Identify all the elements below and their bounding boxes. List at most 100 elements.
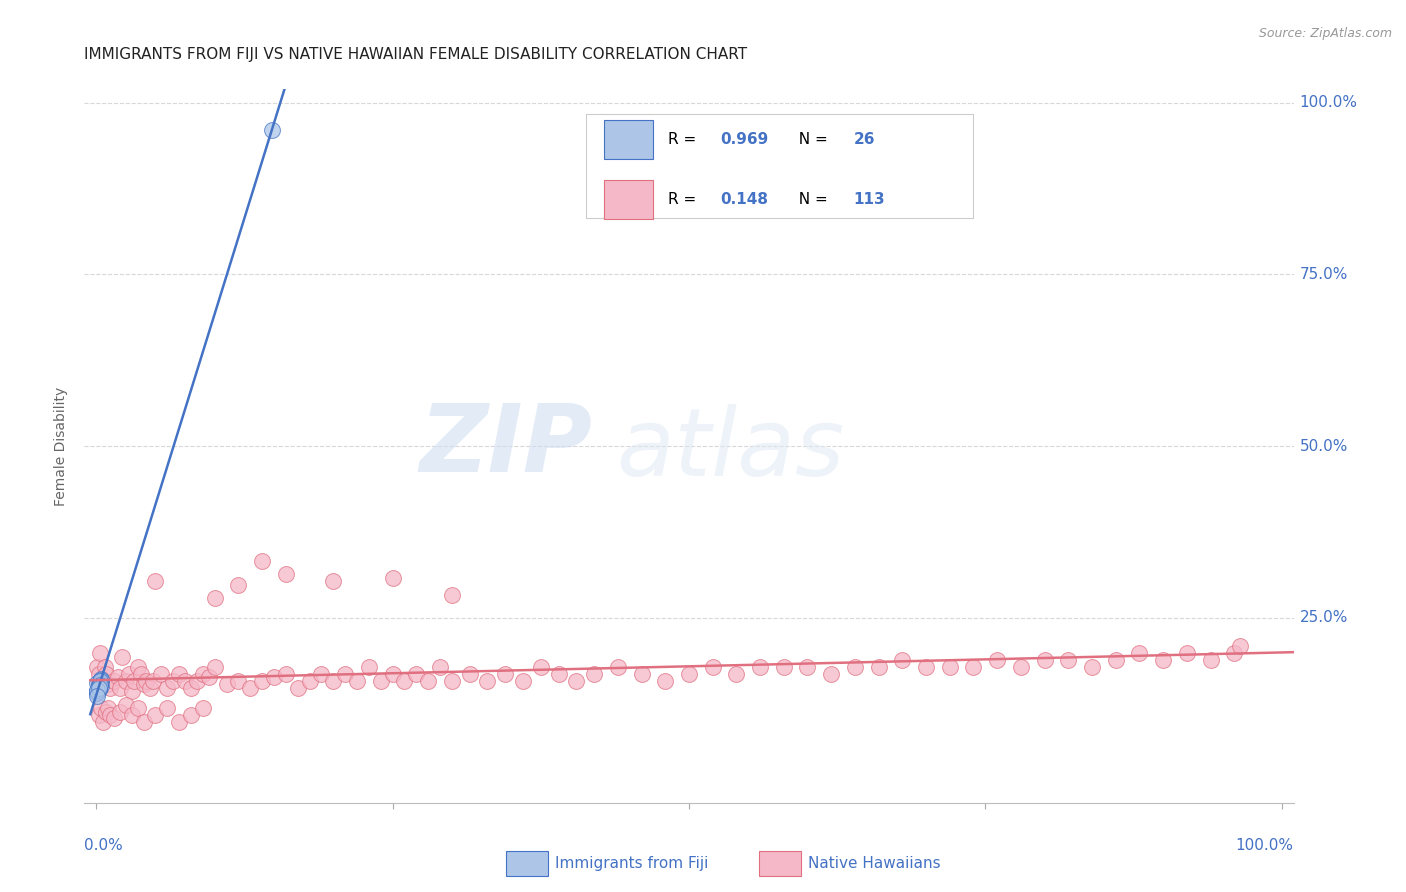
Point — [429, 660, 451, 674]
Point — [678, 666, 700, 681]
Text: N =: N = — [789, 193, 832, 207]
Text: R =: R = — [668, 193, 702, 207]
Point — [89, 676, 111, 690]
Bar — [586, 114, 973, 218]
Text: IMMIGRANTS FROM FIJI VS NATIVE HAWAIIAN FEMALE DISABILITY CORRELATION CHART: IMMIGRANTS FROM FIJI VS NATIVE HAWAIIAN … — [84, 47, 748, 62]
Point — [357, 660, 380, 674]
Point — [156, 681, 179, 695]
Point — [86, 684, 108, 698]
Text: 0.0%: 0.0% — [84, 838, 124, 854]
Point — [150, 666, 173, 681]
Text: Source: ZipAtlas.com: Source: ZipAtlas.com — [1258, 27, 1392, 40]
Point — [962, 660, 984, 674]
Point — [530, 660, 553, 674]
Point — [274, 666, 297, 681]
Point — [90, 672, 112, 686]
Point — [204, 591, 226, 606]
Point — [122, 673, 145, 688]
Point — [89, 675, 111, 690]
Point — [1033, 653, 1056, 667]
Text: 50.0%: 50.0% — [1299, 439, 1348, 453]
Text: N =: N = — [789, 132, 832, 146]
Point — [986, 653, 1008, 667]
Point — [322, 574, 344, 589]
Point — [138, 681, 160, 695]
Point — [458, 666, 481, 681]
Point — [87, 679, 110, 693]
Point — [89, 678, 111, 692]
Point — [1152, 653, 1174, 667]
Point — [274, 567, 297, 582]
Point — [132, 714, 155, 729]
Point — [108, 681, 131, 695]
Text: Native Hawaiians: Native Hawaiians — [808, 856, 941, 871]
Point — [103, 711, 125, 725]
Point — [86, 675, 108, 690]
Point — [89, 674, 111, 689]
Point — [381, 571, 404, 585]
Point — [228, 577, 250, 591]
Point — [100, 708, 122, 723]
Text: 26: 26 — [853, 132, 875, 146]
Point — [90, 673, 112, 687]
Point — [630, 666, 652, 681]
Text: 0.969: 0.969 — [720, 132, 769, 146]
Point — [93, 660, 115, 674]
Point — [204, 660, 226, 674]
Point — [87, 666, 110, 681]
Point — [100, 681, 122, 695]
Point — [1199, 653, 1222, 667]
Point — [333, 666, 356, 681]
Point — [915, 660, 938, 674]
Point — [198, 670, 221, 684]
Point — [89, 678, 111, 692]
Point — [263, 670, 285, 684]
Point — [90, 701, 112, 715]
Point — [180, 708, 202, 723]
Point — [606, 660, 628, 674]
Point — [174, 673, 197, 688]
Point — [370, 673, 392, 688]
Point — [87, 680, 110, 694]
Point — [94, 705, 117, 719]
Text: 113: 113 — [853, 193, 884, 207]
Point — [87, 682, 110, 697]
Y-axis label: Female Disability: Female Disability — [55, 386, 69, 506]
Point — [1175, 646, 1198, 660]
Point — [94, 666, 117, 681]
Point — [86, 689, 108, 703]
Point — [167, 666, 190, 681]
Point — [87, 708, 110, 723]
Point — [405, 666, 427, 681]
Point — [135, 673, 157, 688]
Point — [132, 677, 155, 691]
Point — [298, 673, 321, 688]
Point — [938, 660, 960, 674]
Point — [191, 701, 214, 715]
Point — [260, 123, 283, 137]
Point — [111, 649, 134, 664]
Point — [1128, 646, 1150, 660]
Point — [86, 682, 108, 697]
Point — [127, 701, 149, 715]
Point — [868, 660, 890, 674]
Point — [97, 677, 120, 691]
Text: ZIP: ZIP — [419, 400, 592, 492]
Text: 25.0%: 25.0% — [1299, 610, 1348, 625]
Point — [86, 685, 108, 699]
Point — [121, 708, 143, 723]
Point — [145, 574, 167, 589]
Point — [725, 666, 748, 681]
Point — [127, 660, 149, 674]
Point — [107, 670, 129, 684]
Point — [1223, 646, 1246, 660]
Point — [796, 660, 818, 674]
Bar — [605, 120, 652, 159]
Point — [477, 673, 499, 688]
Point — [89, 646, 111, 660]
Point — [346, 673, 368, 688]
Point — [494, 666, 516, 681]
Point — [287, 681, 309, 695]
Point — [215, 677, 238, 691]
Point — [115, 673, 138, 688]
